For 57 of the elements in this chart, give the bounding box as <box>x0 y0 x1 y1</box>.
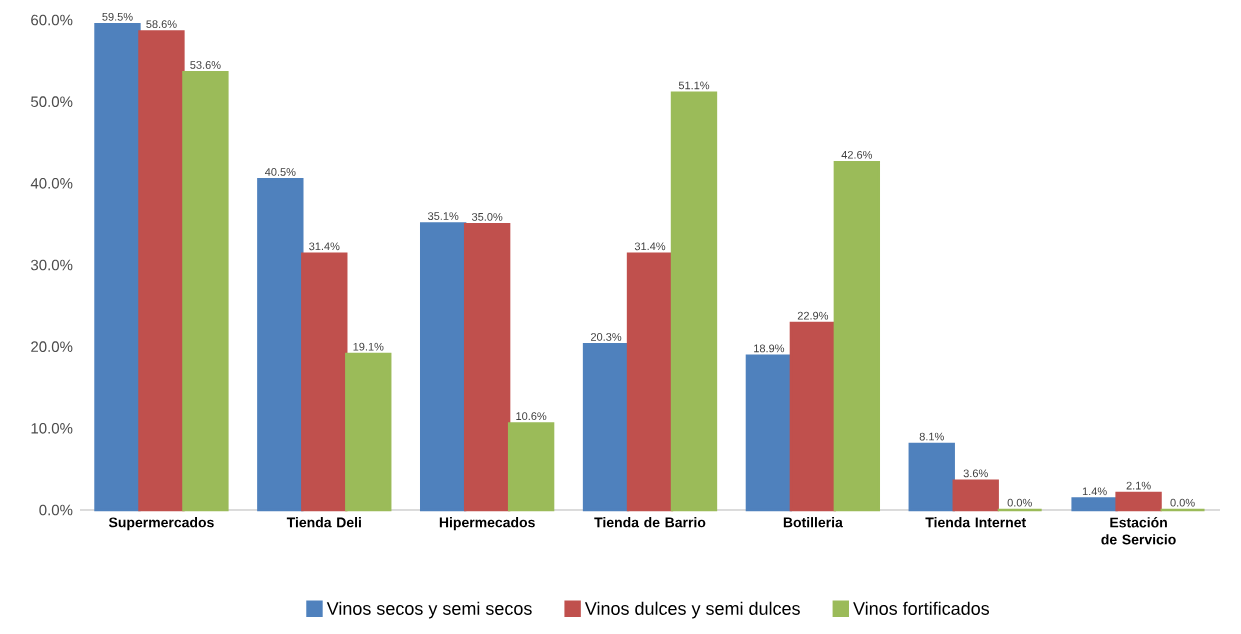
bar <box>182 71 229 512</box>
data-label: 31.4% <box>634 242 666 251</box>
data-label: 40.5% <box>264 168 296 176</box>
y-tick-label: 50.0% <box>31 96 73 107</box>
data-label: 35.1% <box>427 212 459 220</box>
bar <box>257 178 304 512</box>
data-label: 19.1% <box>353 342 384 351</box>
data-label: 58.6% <box>146 20 177 29</box>
bar <box>908 442 955 512</box>
bar <box>301 252 348 512</box>
y-tick-label: 10.0% <box>31 423 73 434</box>
data-label: 20.3% <box>591 333 622 341</box>
data-label: 2.1% <box>1126 481 1151 490</box>
data-label: 59.5% <box>102 12 133 21</box>
bar <box>138 30 185 512</box>
data-label: 1.4% <box>1082 487 1107 496</box>
x-tick-label: Tienda Internet <box>925 517 1026 528</box>
data-label: 0.0% <box>1007 498 1032 507</box>
data-label: 35.0% <box>471 212 503 221</box>
bar <box>833 160 881 512</box>
y-tick-label: 30.0% <box>30 259 73 271</box>
bar <box>582 343 630 512</box>
x-tick-label: Hipermecados <box>439 517 535 531</box>
bar <box>345 352 392 512</box>
data-label: 3.6% <box>963 469 988 478</box>
bar <box>420 222 467 512</box>
legend-label: Vinos fortificados <box>853 601 990 615</box>
data-label: 10.6% <box>516 412 547 421</box>
data-label: 22.9% <box>797 311 829 320</box>
bar <box>626 252 674 512</box>
bar <box>670 91 718 512</box>
bar <box>507 422 555 512</box>
data-label: 31.4% <box>309 242 340 251</box>
y-tick-label: 20.0% <box>31 341 73 352</box>
y-tick-label: 0.0% <box>39 504 73 516</box>
x-tick-label: Tienda de Barrio <box>594 517 706 528</box>
y-tick-label: 60.0% <box>31 14 73 26</box>
bar <box>952 479 999 512</box>
legend-label: Vinos secos y semi secos <box>326 601 532 619</box>
y-tick-label: 40.0% <box>30 178 73 189</box>
legend-label: Vinos dulces y semi dulces <box>584 601 800 619</box>
x-tick-label: Supermercados <box>108 517 214 531</box>
data-label: 8.1% <box>919 432 944 441</box>
data-label: 42.6% <box>841 150 873 159</box>
data-label: 0.0% <box>1170 498 1195 507</box>
data-label: 51.1% <box>678 81 710 90</box>
bar <box>463 222 511 512</box>
data-label: 18.9% <box>754 344 785 353</box>
x-tick-label: Estación de Servicio <box>1101 517 1176 545</box>
x-tick-label: Tienda Deli <box>286 517 361 528</box>
bar <box>1071 497 1118 512</box>
bar <box>745 354 793 512</box>
bar <box>789 321 837 512</box>
bar <box>94 22 141 512</box>
data-label: 53.6% <box>190 61 221 69</box>
bar <box>1115 491 1162 512</box>
x-tick-label: Botilleria <box>783 517 843 528</box>
